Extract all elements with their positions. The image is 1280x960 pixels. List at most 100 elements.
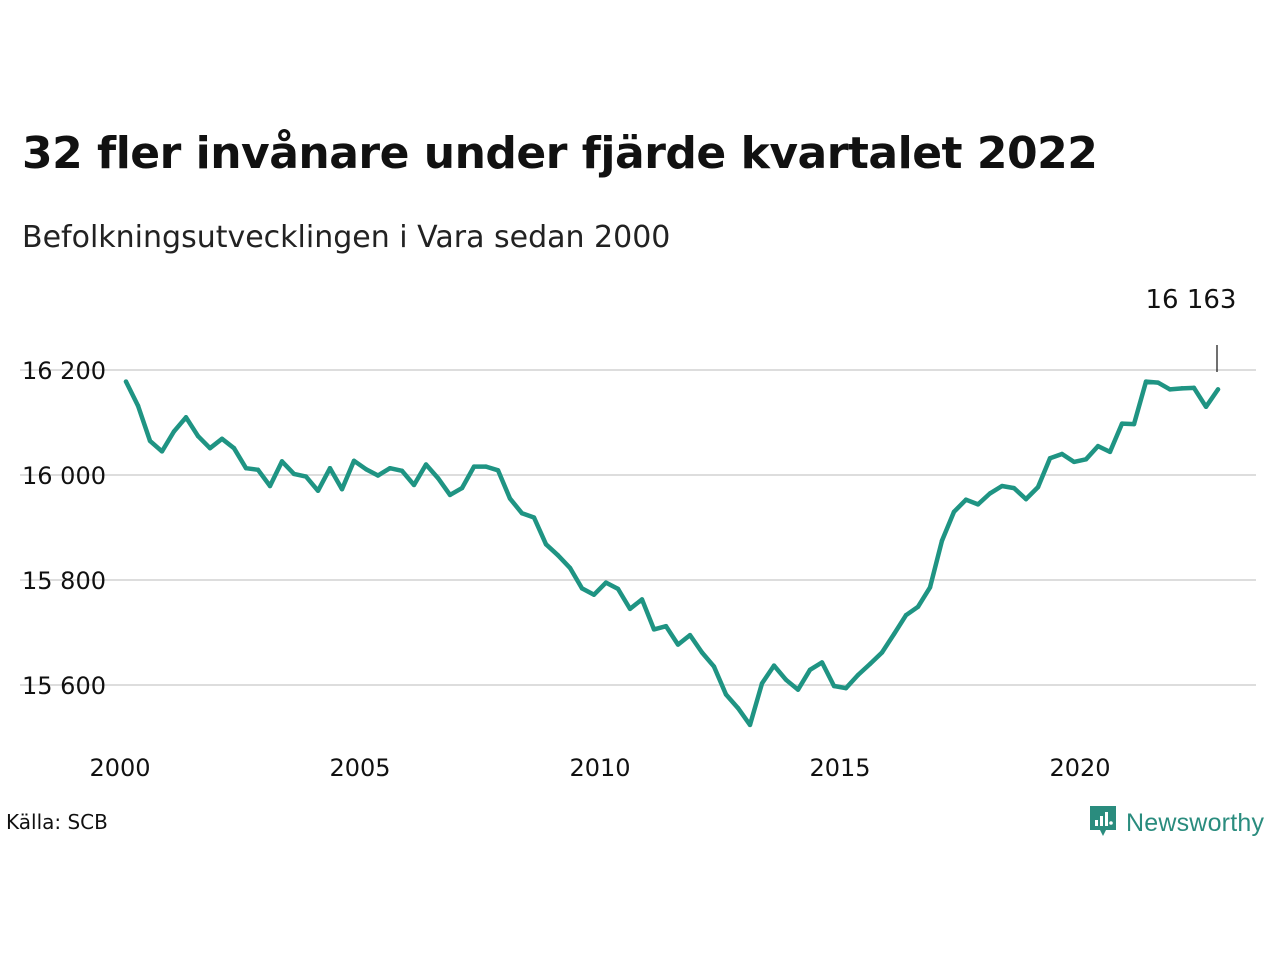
data-point [663, 624, 669, 629]
chart-title: 32 fler invånare under fjärde kvartalet … [22, 128, 1098, 179]
brand-logo[interactable]: Newsworthy [1088, 804, 1264, 842]
data-point [435, 475, 441, 481]
data-point [519, 511, 525, 516]
data-point [339, 486, 345, 492]
data-point [975, 502, 981, 507]
data-point [183, 415, 189, 420]
data-point [699, 650, 705, 655]
data-point [1203, 404, 1209, 409]
source-label: Källa: SCB [6, 810, 108, 834]
data-point [783, 677, 789, 682]
data-point [591, 592, 597, 597]
x-tick-label: 2000 [89, 754, 150, 782]
data-point [255, 467, 261, 472]
data-point [495, 468, 501, 473]
x-axis-ticks: 2000 2005 2010 2015 2020 [89, 754, 1110, 782]
data-point [1155, 380, 1161, 385]
data-point [1143, 379, 1149, 384]
data-point [615, 586, 621, 592]
y-tick-label: 16 000 [22, 462, 106, 490]
data-point [279, 459, 285, 464]
y-axis-ticks: 15 600 15 800 16 000 16 200 [22, 357, 106, 700]
data-point [651, 627, 657, 632]
data-point [939, 538, 945, 543]
data-point [267, 483, 273, 489]
data-point [555, 553, 561, 558]
data-point [1215, 387, 1221, 392]
data-point [831, 683, 837, 689]
data-point [303, 474, 309, 479]
data-point [771, 663, 777, 668]
data-point [891, 631, 897, 637]
data-point [951, 509, 957, 514]
x-tick-label: 2010 [569, 754, 630, 782]
data-point [411, 482, 417, 488]
data-point [231, 446, 237, 451]
data-point [915, 604, 921, 609]
data-point [759, 681, 765, 686]
data-point [351, 458, 357, 464]
data-point [1011, 485, 1017, 491]
data-point [843, 685, 849, 691]
data-point [375, 473, 381, 478]
data-point [531, 515, 537, 520]
series-line [123, 379, 1221, 728]
data-point [1167, 387, 1173, 392]
data-point [171, 429, 177, 434]
data-point [855, 672, 861, 678]
x-tick-label: 2005 [329, 754, 390, 782]
x-tick-label: 2015 [809, 754, 870, 782]
data-point [879, 650, 885, 655]
data-point [807, 667, 813, 672]
data-point [723, 692, 729, 697]
data-point [867, 661, 873, 667]
x-tick-label: 2020 [1049, 754, 1110, 782]
data-point [423, 462, 429, 467]
line-chart: 15 600 15 800 16 000 16 200 2000 2005 2010 201… [20, 285, 1256, 782]
data-point [999, 483, 1005, 489]
annotation-label: 16 163 [1146, 285, 1237, 315]
data-point [963, 497, 969, 502]
data-point [1047, 456, 1053, 461]
last-value-annotation: 16 163 [1146, 285, 1237, 372]
data-point [675, 642, 681, 647]
data-point [243, 465, 249, 471]
data-point [543, 542, 549, 547]
data-point [1191, 385, 1197, 391]
data-point [903, 612, 909, 618]
gridlines [20, 369, 1256, 686]
data-point [603, 580, 609, 585]
data-point [639, 597, 645, 602]
data-point [471, 464, 477, 469]
data-point [147, 438, 153, 444]
data-point [135, 403, 141, 408]
data-point [747, 722, 753, 728]
y-tick-label: 15 800 [22, 567, 106, 595]
data-point [1107, 449, 1113, 455]
data-point [399, 468, 405, 473]
data-point [1035, 484, 1041, 490]
series-line-layer [123, 379, 1221, 728]
data-point [927, 585, 933, 590]
data-point [207, 446, 213, 451]
data-point [687, 632, 693, 638]
data-point [459, 485, 465, 491]
data-point [1023, 496, 1029, 502]
data-point [1083, 457, 1089, 462]
data-point [483, 464, 489, 469]
data-point [627, 606, 633, 612]
data-point [291, 471, 297, 477]
data-point [195, 433, 201, 439]
data-point [1131, 421, 1137, 427]
chart-subtitle: Befolkningsutvecklingen i Vara sedan 200… [22, 220, 671, 255]
data-point [987, 491, 993, 496]
data-point [711, 664, 717, 669]
data-point [159, 449, 165, 454]
data-point [795, 687, 801, 692]
data-point [363, 467, 369, 472]
data-point [819, 660, 825, 665]
data-point [315, 488, 321, 493]
data-point [447, 492, 453, 498]
data-point [387, 465, 393, 471]
data-point [1059, 451, 1065, 457]
